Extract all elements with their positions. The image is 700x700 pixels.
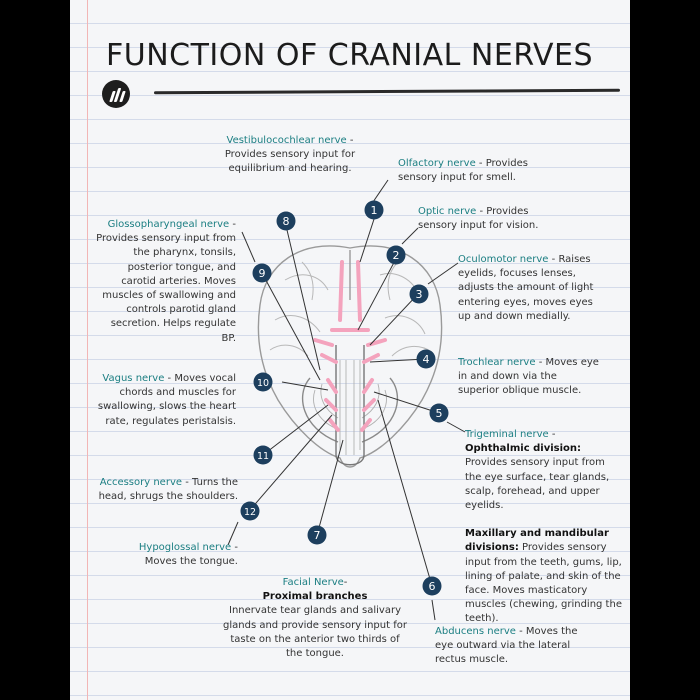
badge-6: 6 bbox=[422, 576, 442, 596]
number-badges: 8 1 2 9 3 4 10 5 11 12 7 6 bbox=[240, 200, 449, 596]
badge-12: 12 bbox=[240, 501, 260, 521]
svg-text:5: 5 bbox=[436, 407, 443, 420]
badge-9: 9 bbox=[252, 263, 272, 283]
badge-10: 10 bbox=[253, 372, 273, 392]
svg-text:1: 1 bbox=[371, 204, 378, 217]
label-optic: Optic nerve - Provides sensory input for… bbox=[418, 206, 539, 232]
svg-text:12: 12 bbox=[244, 507, 256, 518]
svg-text:6: 6 bbox=[429, 580, 436, 593]
badge-5: 5 bbox=[429, 403, 449, 423]
label-vagus: Vagus nerve - Moves vocal chords and mus… bbox=[97, 373, 236, 427]
badge-4: 4 bbox=[416, 349, 436, 369]
leader-lines bbox=[227, 179, 466, 621]
label-oculomotor: Oculomotor nerve - Raises eyelids, focus… bbox=[458, 254, 594, 322]
label-abducens: Abducens nerve - Moves the eye outward v… bbox=[435, 626, 578, 666]
label-vestibulocochlear: Vestibulocochlear nerve - Provides senso… bbox=[224, 135, 356, 175]
brain-diagram: 8 1 2 9 3 4 10 5 11 12 7 6 bbox=[227, 179, 466, 621]
label-trochlear: Trochlear nerve - Moves eye in and down … bbox=[458, 357, 599, 397]
badge-8: 8 bbox=[276, 211, 296, 231]
label-olfactory: Olfactory nerve - Provides sensory input… bbox=[398, 158, 528, 184]
label-facial: Facial Nerve- Proximal branches Innervat… bbox=[223, 577, 407, 660]
notebook-page: FUNCTION OF CRANIAL NERVES bbox=[70, 0, 630, 700]
svg-text:10: 10 bbox=[257, 378, 269, 389]
label-accessory: Accessory nerve - Turns the head, shrugs… bbox=[98, 477, 238, 503]
highlighted-nerves bbox=[313, 260, 387, 432]
badge-11: 11 bbox=[253, 445, 273, 465]
label-glossopharyngeal: Glossopharyngeal nerve - Provides sensor… bbox=[96, 219, 236, 344]
svg-text:7: 7 bbox=[314, 529, 321, 542]
cerebellum bbox=[301, 377, 399, 443]
brand-logo-icon bbox=[102, 80, 130, 108]
label-hypoglossal: Hypoglossal nerve - Moves the tongue. bbox=[138, 542, 238, 568]
badge-1: 1 bbox=[364, 200, 384, 220]
page-title: FUNCTION OF CRANIAL NERVES bbox=[106, 38, 594, 73]
svg-text:4: 4 bbox=[423, 353, 430, 366]
brainstem bbox=[335, 345, 365, 466]
svg-text:11: 11 bbox=[257, 451, 269, 462]
svg-text:9: 9 bbox=[259, 267, 266, 280]
svg-text:8: 8 bbox=[283, 215, 290, 228]
badge-7: 7 bbox=[307, 525, 327, 545]
label-trigeminal: Trigeminal nerve - Ophthalmic division: … bbox=[465, 429, 622, 625]
brain-outline bbox=[257, 245, 443, 468]
badge-2: 2 bbox=[386, 245, 406, 265]
badge-3: 3 bbox=[409, 284, 429, 304]
svg-text:3: 3 bbox=[416, 288, 423, 301]
svg-text:2: 2 bbox=[393, 249, 400, 262]
